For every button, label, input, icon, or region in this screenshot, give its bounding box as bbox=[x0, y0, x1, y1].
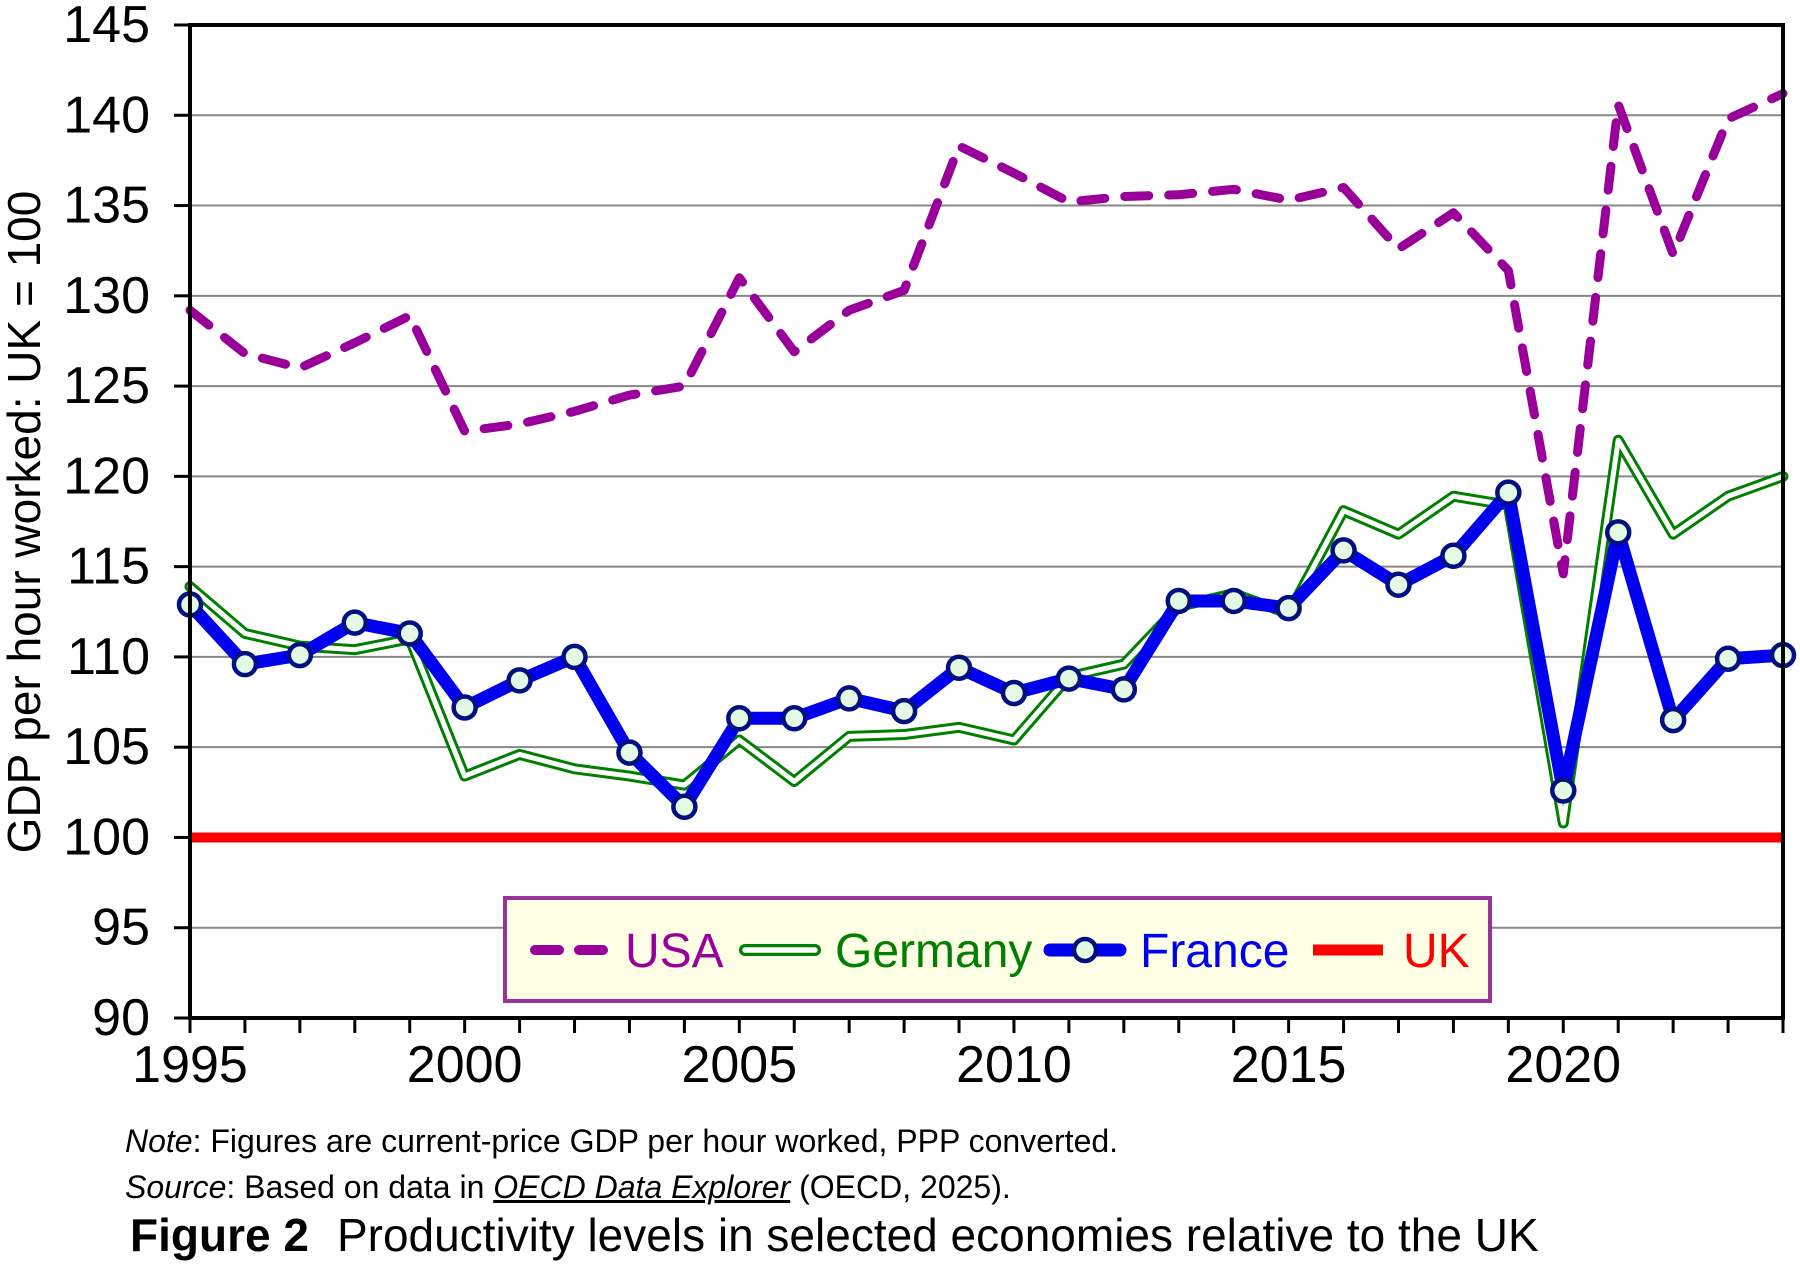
france-marker bbox=[1000, 679, 1028, 707]
note-line: Note: Figures are current-price GDP per … bbox=[125, 1118, 1118, 1164]
legend-label-france: France bbox=[1140, 925, 1289, 978]
source-line: Source: Based on data in OECD Data Explo… bbox=[125, 1164, 1118, 1210]
germany-line-core bbox=[187, 437, 1786, 826]
france-marker bbox=[396, 620, 423, 647]
y-tick-label: 140 bbox=[63, 86, 150, 144]
france-marker bbox=[945, 654, 973, 681]
france-marker bbox=[1604, 519, 1632, 546]
x-tick-label: 2000 bbox=[407, 1036, 523, 1094]
y-axis-title: GDP per hour worked: UK = 100 bbox=[0, 191, 50, 854]
y-tick-label: 145 bbox=[63, 0, 150, 54]
france-marker bbox=[1275, 594, 1302, 622]
y-tick-label: 90 bbox=[92, 989, 150, 1047]
legend-label-uk: UK bbox=[1403, 925, 1470, 978]
legend-france-marker bbox=[1071, 936, 1099, 964]
x-tick-label: 1995 bbox=[132, 1036, 248, 1094]
usa-line bbox=[185, 89, 1788, 579]
x-tick-label: 2010 bbox=[956, 1036, 1072, 1094]
france-marker bbox=[835, 685, 863, 712]
x-tick-label: 2015 bbox=[1231, 1036, 1347, 1094]
figure-label: Figure 2 bbox=[130, 1209, 309, 1261]
plot-frame bbox=[188, 23, 1785, 1020]
france-marker bbox=[616, 739, 643, 766]
y-tick-label: 120 bbox=[63, 447, 150, 505]
france-marker bbox=[1440, 542, 1467, 570]
figure-caption: Figure 2 Productivity levels in selected … bbox=[130, 1208, 1539, 1262]
source-label: Source bbox=[125, 1169, 227, 1205]
france-marker bbox=[1330, 537, 1357, 564]
france-marker bbox=[780, 705, 808, 732]
france-marker bbox=[1220, 587, 1247, 615]
y-tick-label: 105 bbox=[63, 718, 150, 776]
legend-label-usa: USA bbox=[625, 925, 724, 978]
note-label: Note bbox=[125, 1123, 193, 1159]
y-tick-label: 130 bbox=[63, 267, 150, 325]
source-link[interactable]: OECD Data Explorer bbox=[493, 1169, 791, 1205]
france-marker bbox=[451, 694, 478, 721]
france-marker bbox=[1385, 571, 1412, 598]
x-tick-label: 2020 bbox=[1505, 1036, 1621, 1094]
y-tick-label: 125 bbox=[63, 357, 150, 415]
france-marker bbox=[286, 641, 314, 669]
note-text: : Figures are current-price GDP per hour… bbox=[192, 1123, 1119, 1159]
y-tick-label: 100 bbox=[63, 808, 150, 866]
legend-label-germany: Germany bbox=[835, 925, 1032, 978]
france-line bbox=[183, 486, 1790, 814]
france-marker bbox=[1550, 777, 1577, 804]
france-marker bbox=[1055, 665, 1083, 692]
chart-canvas: 90 95 100 105 110 115 120 125 130 135 140 145 1995 20… bbox=[0, 0, 1797, 1094]
y-tick-label: 135 bbox=[63, 177, 150, 235]
france-marker bbox=[561, 643, 588, 671]
france-marker bbox=[1495, 479, 1522, 506]
footnotes: Note: Figures are current-price GDP per … bbox=[125, 1118, 1118, 1210]
france-marker bbox=[1110, 676, 1138, 703]
productivity-chart: 90 95 100 105 110 115 120 125 130 135 140 145 1995 20… bbox=[0, 0, 1797, 1094]
france-marker bbox=[1165, 587, 1193, 615]
france-marker bbox=[231, 650, 259, 678]
x-tick-label: 2005 bbox=[681, 1036, 797, 1094]
france-marker bbox=[1659, 706, 1687, 734]
france-marker bbox=[1714, 645, 1742, 672]
germany-line-outer bbox=[184, 434, 1789, 829]
france-marker bbox=[890, 697, 918, 725]
france-marker bbox=[726, 705, 753, 732]
france-marker bbox=[671, 793, 698, 821]
y-tick-label: 110 bbox=[67, 628, 150, 686]
y-tick-label: 95 bbox=[92, 899, 150, 957]
source-prefix: : Based on data in bbox=[226, 1169, 494, 1205]
france-marker bbox=[341, 609, 369, 636]
source-suffix: (OECD, 2025). bbox=[790, 1169, 1011, 1205]
figure-title: Productivity levels in selected economie… bbox=[336, 1209, 1539, 1261]
france-marker bbox=[506, 667, 533, 694]
y-tick-label: 115 bbox=[67, 538, 150, 596]
